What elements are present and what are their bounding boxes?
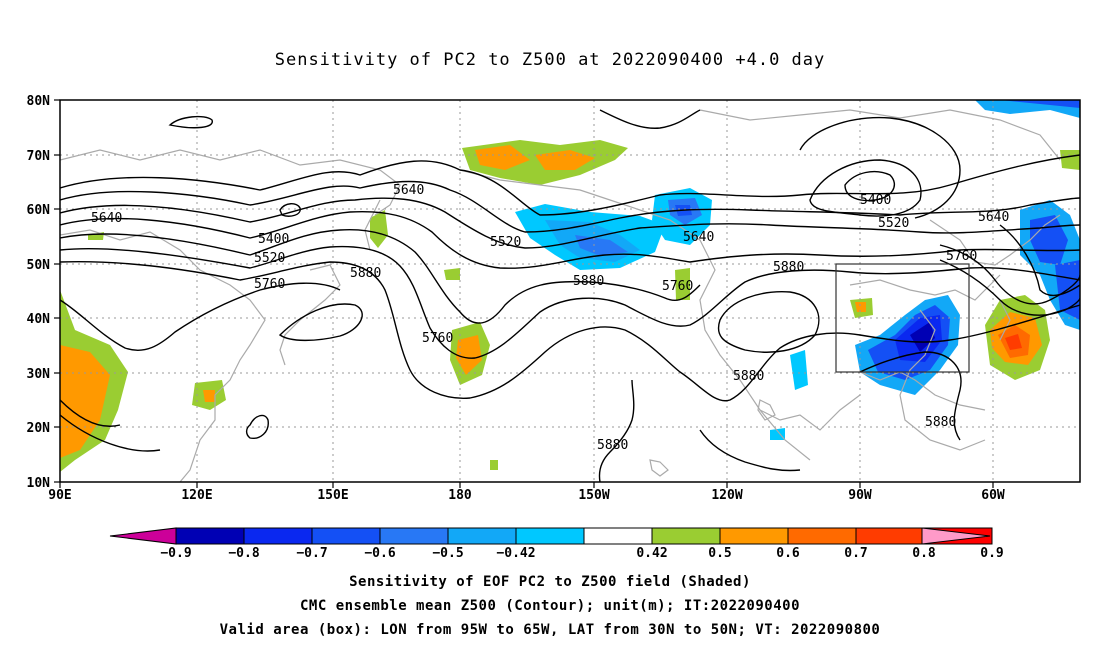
colorbar: −0.9 −0.8 −0.7 −0.6 −0.5 −0.42 0.42 0.5 0.6 0.7 0.… [109,527,1004,561]
lon-label: 60W [981,488,1005,503]
contour-label: 5520 [254,251,285,266]
colorbar-label: −0.6 [364,546,395,561]
shaded-regions [60,100,1080,472]
lon-label: 90E [48,488,71,503]
colorbar-cell [583,527,653,545]
lon-label: 90W [848,488,872,503]
colorbar-label: 0.8 [912,546,936,561]
contour-label: 5880 [925,415,956,430]
contour-labels: 5640 5400 5520 5760 5880 5640 5520 5880 … [91,183,1009,453]
colorbar-cell [311,527,381,545]
contour-label: 5880 [597,438,628,453]
lon-label: 180 [448,488,472,503]
colorbar-label: −0.5 [432,546,463,561]
page-title: Sensitivity of PC2 to Z500 at 2022090400… [274,50,826,70]
contour-label: 5640 [393,183,424,198]
colorbar-cell [719,527,789,545]
lat-label: 60N [27,203,51,218]
colorbar-cell [175,527,245,545]
colorbar-cell [855,527,925,545]
colorbar-cell [243,527,313,545]
footer-line-3: Valid area (box): LON from 95W to 65W, L… [219,622,881,638]
lon-label: 120W [711,488,742,503]
colorbar-label: 0.5 [708,546,731,561]
contour-label: 5880 [350,266,381,281]
contour-label: 5880 [733,369,764,384]
colorbar-cell [651,527,721,545]
coastlines [60,109,1061,482]
contour-label: 5880 [573,274,604,289]
footer-line-1: Sensitivity of EOF PC2 to Z500 field (Sh… [349,574,751,590]
contour-label: 5640 [683,230,714,245]
colorbar-cell [515,527,585,545]
lat-label: 80N [27,94,51,109]
lon-label: 150W [578,488,609,503]
contour-label: 5520 [490,235,521,250]
colorbar-cell [379,527,449,545]
valid-area-box [835,263,970,373]
colorbar-label: 0.7 [844,546,867,561]
lon-label: 150E [317,488,348,503]
contour-label: 5760 [254,277,285,292]
lat-label: 10N [27,476,51,491]
colorbar-label: 0.6 [776,546,800,561]
latitude-labels: 80N 70N 60N 50N 40N 30N 20N 10N [27,94,51,491]
colorbar-low-triangle [109,527,177,545]
colorbar-label: −0.9 [160,546,191,561]
lat-label: 20N [27,421,51,436]
contour-label: 5640 [91,211,122,226]
colorbar-label: −0.7 [296,546,327,561]
lat-label: 30N [27,367,51,382]
contour-label: 5400 [258,232,289,247]
colorbar-cell [447,527,517,545]
contour-label: 5760 [946,249,977,264]
colorbar-cell [787,527,857,545]
longitude-labels: 90E 120E 150E 180 150W 120W 90W 60W [48,488,1005,503]
map-frame [59,99,1081,483]
contour-label: 5880 [773,260,804,275]
contour-label: 5760 [422,331,453,346]
lat-label: 70N [27,149,51,164]
colorbar-label: 0.42 [636,546,667,561]
contour-label: 5640 [978,210,1009,225]
colorbar-high-triangle [921,527,991,545]
footer-line-2: CMC ensemble mean Z500 (Contour); unit(m… [299,598,800,614]
lon-label: 120E [181,488,212,503]
colorbar-label: −0.42 [496,546,535,561]
lat-label: 40N [27,312,51,327]
z500-contours [60,109,1080,482]
lat-label: 50N [27,258,51,273]
colorbar-label: 0.9 [980,546,1003,561]
contour-label: 5520 [878,216,909,231]
contour-label: 5760 [662,279,693,294]
colorbar-label: −0.8 [228,546,259,561]
contour-label: 5400 [860,193,891,208]
